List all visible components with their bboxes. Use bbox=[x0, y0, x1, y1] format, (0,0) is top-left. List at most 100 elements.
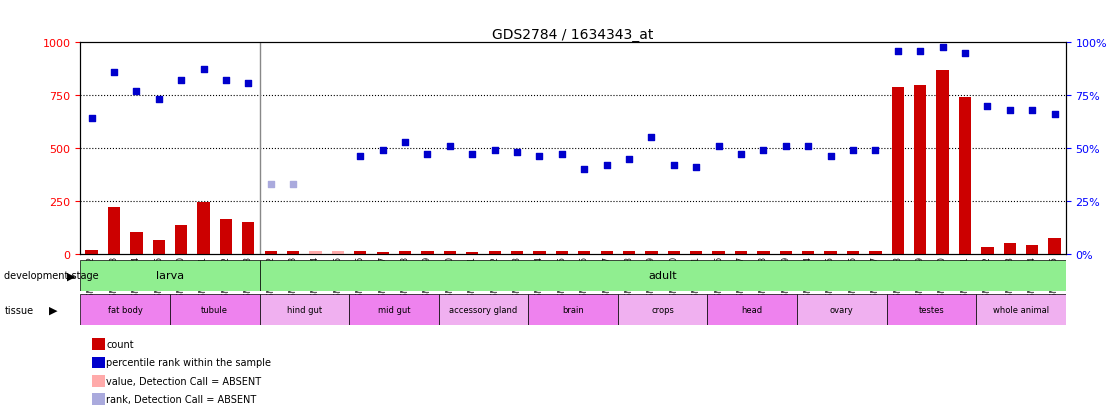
Bar bbox=[886, 294, 976, 325]
Bar bbox=[1003, 244, 1016, 254]
Bar bbox=[242, 222, 254, 254]
Point bbox=[1001, 107, 1019, 114]
Point bbox=[194, 66, 212, 73]
Text: count: count bbox=[106, 339, 134, 349]
Bar bbox=[108, 208, 121, 254]
Point bbox=[799, 143, 817, 150]
Text: tubule: tubule bbox=[201, 306, 229, 314]
Bar bbox=[667, 252, 680, 254]
Bar bbox=[623, 252, 635, 254]
Bar bbox=[331, 252, 344, 254]
Text: hind gut: hind gut bbox=[287, 306, 321, 314]
Point bbox=[821, 154, 839, 160]
Point bbox=[530, 154, 548, 160]
Bar bbox=[198, 202, 210, 254]
Bar bbox=[869, 252, 882, 254]
Bar bbox=[825, 252, 837, 254]
Text: rank, Detection Call = ABSENT: rank, Detection Call = ABSENT bbox=[106, 394, 257, 404]
Bar bbox=[92, 375, 105, 387]
Point bbox=[732, 152, 750, 158]
Text: ▶: ▶ bbox=[67, 271, 76, 281]
Bar bbox=[578, 252, 590, 254]
Bar bbox=[712, 252, 724, 254]
Bar bbox=[175, 225, 187, 254]
Point bbox=[956, 50, 974, 57]
Bar bbox=[618, 294, 708, 325]
Bar bbox=[914, 85, 926, 254]
Bar bbox=[959, 98, 971, 254]
Bar bbox=[466, 252, 479, 254]
Bar bbox=[533, 252, 546, 254]
Point bbox=[396, 139, 414, 146]
Bar bbox=[708, 294, 797, 325]
Text: testes: testes bbox=[918, 306, 944, 314]
Bar bbox=[80, 294, 170, 325]
Bar bbox=[758, 252, 770, 254]
Bar bbox=[131, 233, 143, 254]
Bar bbox=[349, 294, 439, 325]
Bar bbox=[260, 294, 349, 325]
Text: head: head bbox=[742, 306, 763, 314]
Point bbox=[598, 162, 616, 169]
Bar bbox=[264, 252, 277, 254]
Point bbox=[934, 44, 952, 51]
Bar bbox=[645, 252, 657, 254]
Point bbox=[552, 152, 570, 158]
Bar bbox=[444, 252, 456, 254]
Point bbox=[888, 48, 906, 55]
Point bbox=[105, 69, 123, 76]
Text: value, Detection Call = ABSENT: value, Detection Call = ABSENT bbox=[106, 376, 261, 386]
Text: crops: crops bbox=[652, 306, 674, 314]
Point bbox=[418, 152, 436, 158]
Bar bbox=[780, 252, 792, 254]
Bar bbox=[976, 294, 1066, 325]
Point bbox=[441, 143, 459, 150]
Point bbox=[172, 78, 190, 85]
Point bbox=[217, 78, 234, 85]
Bar bbox=[398, 252, 412, 254]
Bar bbox=[936, 71, 949, 254]
Point bbox=[1023, 107, 1041, 114]
Text: accessory gland: accessory gland bbox=[450, 306, 518, 314]
Bar bbox=[734, 252, 748, 254]
Point bbox=[262, 181, 280, 188]
Point bbox=[687, 164, 705, 171]
Bar bbox=[511, 252, 523, 254]
Point bbox=[754, 147, 772, 154]
Point bbox=[463, 152, 481, 158]
Bar bbox=[1048, 238, 1060, 254]
Bar bbox=[690, 252, 702, 254]
Text: percentile rank within the sample: percentile rank within the sample bbox=[106, 358, 271, 368]
Text: brain: brain bbox=[562, 306, 584, 314]
Point bbox=[620, 156, 638, 162]
Point bbox=[912, 48, 930, 55]
Point bbox=[643, 135, 661, 141]
Point bbox=[485, 147, 503, 154]
Point bbox=[866, 147, 884, 154]
Bar bbox=[170, 294, 260, 325]
Text: ovary: ovary bbox=[830, 306, 854, 314]
Bar bbox=[981, 248, 993, 254]
Bar bbox=[92, 393, 105, 405]
Bar bbox=[92, 339, 105, 350]
Text: ▶: ▶ bbox=[49, 305, 58, 315]
Point bbox=[240, 80, 258, 87]
Bar bbox=[1026, 246, 1038, 254]
Bar bbox=[287, 252, 299, 254]
Bar bbox=[489, 252, 501, 254]
Bar bbox=[260, 260, 1066, 291]
Text: whole animal: whole animal bbox=[993, 306, 1049, 314]
Bar bbox=[797, 294, 886, 325]
Bar bbox=[153, 240, 165, 254]
Bar bbox=[892, 88, 904, 254]
Bar bbox=[92, 357, 105, 368]
Bar bbox=[354, 252, 366, 254]
Bar bbox=[439, 294, 528, 325]
Point bbox=[285, 181, 302, 188]
Text: larva: larva bbox=[156, 271, 184, 281]
Point bbox=[374, 147, 392, 154]
Text: tissue: tissue bbox=[4, 305, 33, 315]
Point bbox=[710, 143, 728, 150]
Bar bbox=[309, 252, 321, 254]
Bar bbox=[556, 252, 568, 254]
